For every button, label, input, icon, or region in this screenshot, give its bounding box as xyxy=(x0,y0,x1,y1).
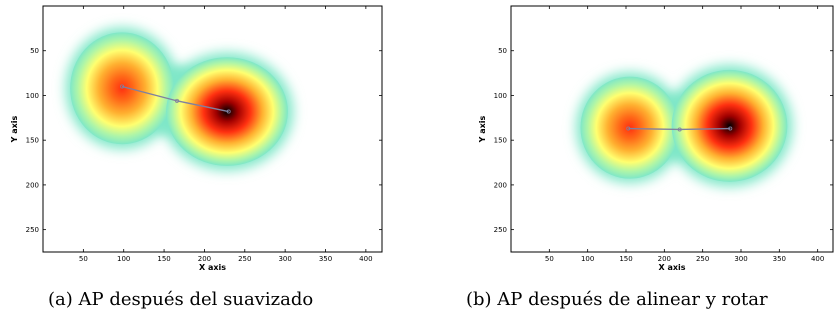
x-tick-label: 250 xyxy=(696,255,709,263)
heatmap-layer xyxy=(65,27,294,171)
trajectory-point xyxy=(120,84,125,89)
figure-panel-a: 50 100 150 200 250 300 350 400 50 100 150 200 250 X a… xyxy=(0,0,400,327)
x-tick-label: 300 xyxy=(278,255,291,263)
x-tick-label: 350 xyxy=(773,255,786,263)
y-axis-label: Y axis xyxy=(10,115,19,143)
x-axis-label: X axis xyxy=(199,263,226,272)
y-tick-label: 50 xyxy=(498,47,507,55)
heatmap-plot-a: 50 100 150 200 250 300 350 400 50 100 150 200 250 X a… xyxy=(10,5,383,272)
y-tick-label: 150 xyxy=(26,137,39,145)
trajectory-point xyxy=(728,126,733,131)
trajectory-point xyxy=(226,109,231,114)
x-tick-label: 150 xyxy=(619,255,632,263)
figure-caption-b: (b) AP después de alinear y rotar xyxy=(466,289,768,310)
figure-panel-b: 50 100 150 200 250 300 350 400 50 100 150 200 250 X a… xyxy=(420,0,835,327)
x-tick-label: 300 xyxy=(734,255,747,263)
x-tick-label: 350 xyxy=(319,255,332,263)
figure-caption-a: (a) AP después del suavizado xyxy=(48,289,314,310)
y-tick-label: 100 xyxy=(494,92,507,100)
plot-frame xyxy=(510,5,834,253)
y-tick-label: 200 xyxy=(494,181,507,189)
y-tick-label: 250 xyxy=(494,226,507,234)
y-tick-label: 50 xyxy=(30,47,39,55)
heatmap-plot-b: 50 100 150 200 250 300 350 400 50 100 150 200 250 X a… xyxy=(478,5,834,272)
y-tick-label: 150 xyxy=(494,137,507,145)
plot-frame xyxy=(42,5,383,253)
x-tick-label: 100 xyxy=(581,255,594,263)
trajectory-point xyxy=(677,127,682,132)
trajectory-line xyxy=(628,127,731,131)
x-tick-label: 400 xyxy=(359,255,372,263)
x-axis-label: X axis xyxy=(658,263,685,272)
trajectory-line xyxy=(121,85,229,113)
y-tick-label: 200 xyxy=(26,181,39,189)
x-tick-label: 100 xyxy=(117,255,130,263)
y-axis-label: Y axis xyxy=(478,115,487,143)
x-tick-label: 200 xyxy=(198,255,211,263)
heatmap-layer xyxy=(576,65,793,187)
x-tick-label: 150 xyxy=(157,255,170,263)
x-tick-label: 50 xyxy=(545,255,554,263)
trajectory-point xyxy=(626,126,631,131)
trajectory-point xyxy=(174,98,179,103)
y-tick-label: 100 xyxy=(26,92,39,100)
heatmap-blob xyxy=(671,69,788,182)
x-tick-label: 400 xyxy=(811,255,824,263)
x-tick-label: 50 xyxy=(79,255,88,263)
y-tick-label: 250 xyxy=(26,226,39,234)
x-tick-label: 200 xyxy=(658,255,671,263)
x-tick-label: 250 xyxy=(238,255,251,263)
